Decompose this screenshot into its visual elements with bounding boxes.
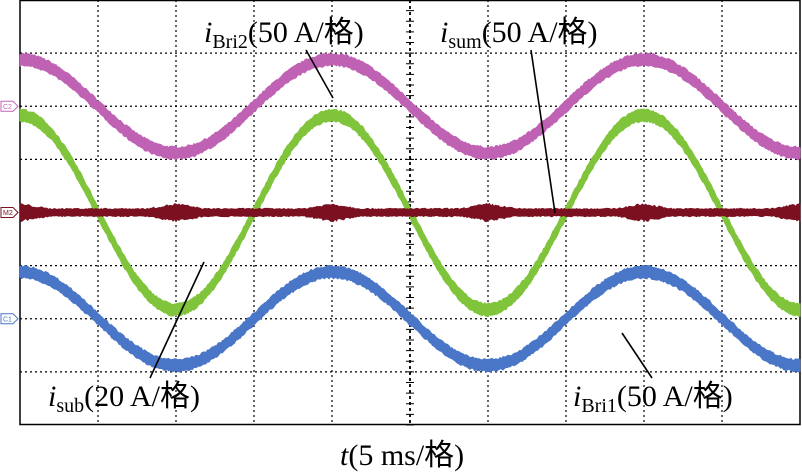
- annotation-i-bri1: iBri1(50 A/格): [573, 380, 733, 417]
- annotation-i-sum: isum(50 A/格): [440, 16, 598, 53]
- trace-i-sum: [19, 203, 801, 223]
- leader-lines: [149, 49, 653, 379]
- trace-i-bri2: [19, 52, 801, 161]
- marker-label-i-sum: M2: [3, 210, 13, 217]
- annotation-i-sub: isub(20 A/格): [48, 380, 200, 417]
- leader-i-sum: [530, 49, 556, 214]
- leader-i-bri2: [305, 49, 334, 99]
- marker-i-bri2: [0, 100, 19, 112]
- marker-i-bri1: [0, 313, 19, 325]
- leader-i-bri1: [621, 332, 653, 379]
- leader-i-sub: [149, 261, 205, 379]
- marker-label-i-bri1: C1: [3, 316, 12, 323]
- channel-markers: C2 M2 C1: [0, 100, 19, 325]
- trace-i-bri1: [19, 264, 801, 373]
- x-axis-label: t(5 ms/格): [340, 439, 464, 472]
- marker-label-i-bri2: C2: [3, 104, 12, 111]
- marker-i-sum: [0, 207, 19, 218]
- traces: [19, 52, 801, 373]
- annotation-i-bri2: iBri2(50 A/格): [204, 16, 364, 53]
